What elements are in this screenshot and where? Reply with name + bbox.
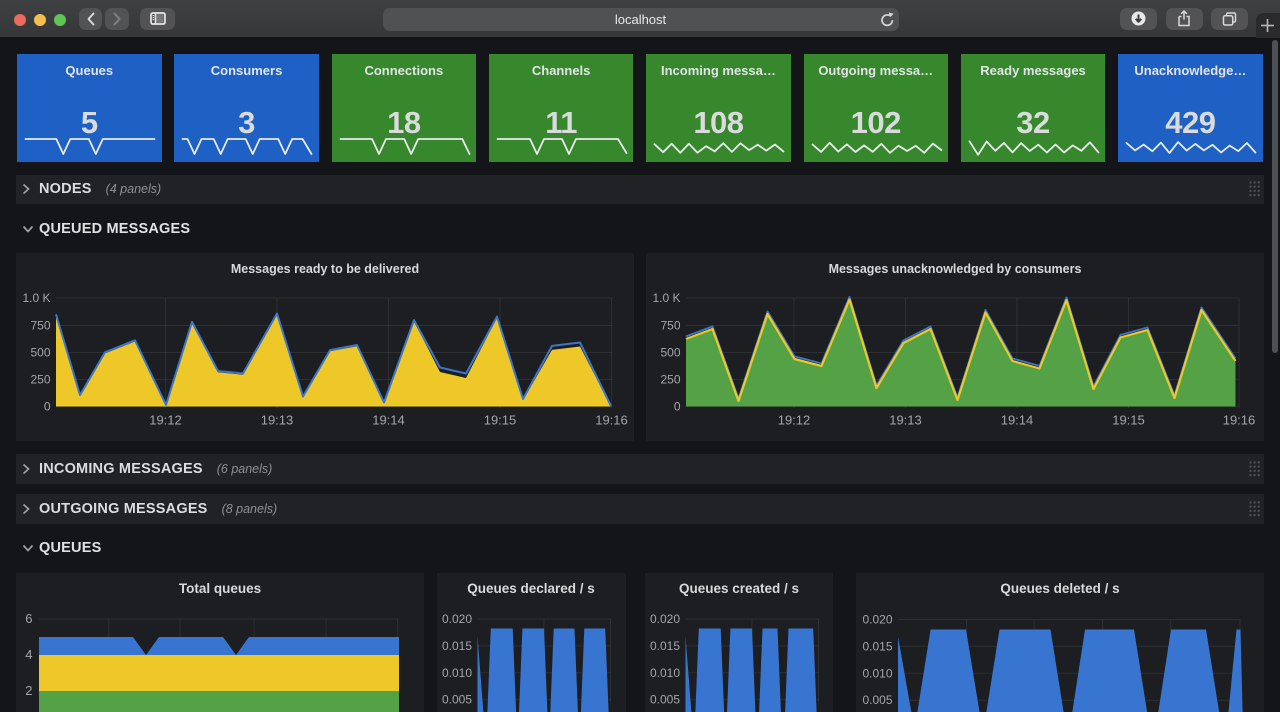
svg-text:19:14: 19:14 [372, 413, 405, 428]
svg-text:0.020: 0.020 [862, 613, 892, 627]
svg-text:0.005: 0.005 [649, 693, 679, 707]
svg-text:0.015: 0.015 [862, 639, 892, 653]
svg-text:Messages ready to be delivered: Messages ready to be delivered [231, 262, 419, 276]
svg-text:0.010: 0.010 [442, 666, 472, 680]
svg-text:0.020: 0.020 [649, 612, 679, 626]
svg-text:6: 6 [25, 611, 32, 626]
svg-text:0.015: 0.015 [649, 639, 679, 653]
svg-text:750: 750 [660, 319, 680, 333]
svg-text:0.005: 0.005 [442, 693, 472, 707]
svg-text:19:14: 19:14 [1000, 413, 1033, 428]
svg-text:19:13: 19:13 [889, 413, 922, 428]
svg-text:Total queues: Total queues [179, 581, 261, 596]
svg-text:0.010: 0.010 [862, 666, 892, 680]
svg-text:500: 500 [660, 346, 680, 360]
svg-text:0.015: 0.015 [442, 639, 472, 653]
svg-text:Messages unacknowledged by con: Messages unacknowledged by consumers [828, 262, 1081, 276]
svg-text:0: 0 [673, 400, 680, 414]
svg-text:1.0 K: 1.0 K [652, 291, 680, 305]
svg-text:500: 500 [30, 346, 50, 360]
svg-text:Queues declared / s: Queues declared / s [467, 581, 595, 596]
svg-text:2: 2 [25, 683, 32, 698]
svg-text:19:15: 19:15 [484, 413, 517, 428]
svg-text:19:15: 19:15 [1112, 413, 1145, 428]
svg-text:0.010: 0.010 [649, 666, 679, 680]
svg-text:Queues created / s: Queues created / s [678, 581, 798, 596]
svg-text:750: 750 [30, 319, 50, 333]
svg-text:250: 250 [660, 373, 680, 387]
svg-text:0.005: 0.005 [862, 693, 892, 707]
svg-text:19:16: 19:16 [595, 413, 628, 428]
svg-text:19:12: 19:12 [777, 413, 810, 428]
svg-text:19:16: 19:16 [1222, 413, 1255, 428]
svg-text:Queues deleted / s: Queues deleted / s [1000, 581, 1119, 596]
svg-text:19:12: 19:12 [149, 413, 182, 428]
svg-text:250: 250 [30, 373, 50, 387]
svg-text:19:13: 19:13 [261, 413, 294, 428]
svg-text:0: 0 [44, 400, 51, 414]
svg-text:1.0 K: 1.0 K [22, 291, 50, 305]
svg-text:0.020: 0.020 [442, 612, 472, 626]
svg-text:4: 4 [25, 647, 32, 662]
